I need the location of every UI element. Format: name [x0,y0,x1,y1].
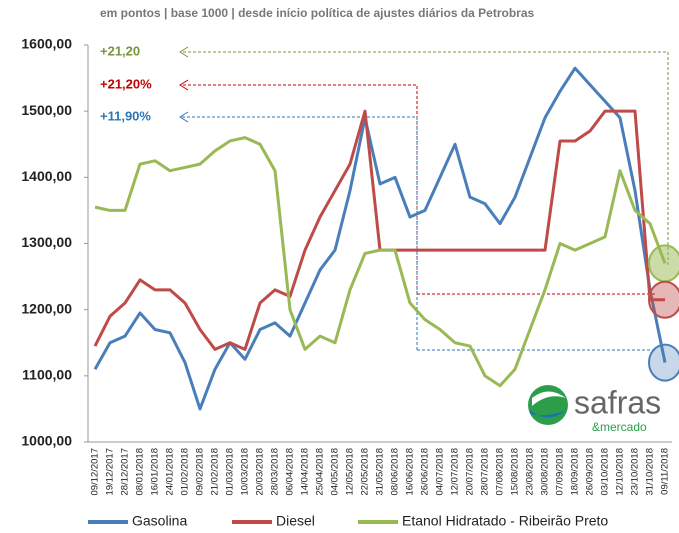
x-tick-label: 09/12/2017 [90,448,101,496]
legend-label: Etanol Hidratado - Ribeirão Preto [402,513,608,529]
x-tick-label: 07/09/2018 [555,448,566,496]
logo-tagline: &mercado [592,420,647,434]
highlight [648,244,679,283]
x-tick-label: 12/05/2018 [345,448,356,496]
x-tick-label: 26/06/2018 [420,448,431,496]
x-tick-label: 09/02/2018 [195,448,206,496]
x-tick-label: 19/12/2017 [105,448,116,496]
arrow-head [179,79,189,91]
x-tick-label: 20/07/2018 [465,448,476,496]
logo-swoosh [532,391,566,406]
x-tick-label: 21/02/2018 [210,448,221,496]
legend-label: Gasolina [132,513,187,529]
annotation: +21,20% [100,76,152,91]
x-tick-label: 18/09/2018 [570,448,581,496]
logo-swoosh [530,410,566,418]
arrow-head [179,46,189,58]
x-tick-label: 28/12/2017 [120,448,131,496]
x-tick-label: 28/07/2018 [480,448,491,496]
x-tick-label: 04/07/2018 [435,448,446,496]
x-tick-label: 03/10/2018 [600,448,611,496]
logo-name: safras [574,384,661,420]
x-tick-label: 12/10/2018 [615,448,626,496]
x-tick-label: 16/06/2018 [405,448,416,496]
x-tick-label: 26/09/2018 [585,448,596,496]
y-tick-label: 1600,00 [21,36,72,52]
x-tick-label: 14/04/2018 [300,448,311,496]
y-tick-label: 1200,00 [21,300,72,316]
x-tick-label: 23/10/2018 [630,448,641,496]
y-tick-label: 1000,00 [21,433,72,449]
x-tick-label: 22/05/2018 [360,448,371,496]
annotation-guides [179,46,669,351]
y-tick-label: 1300,00 [21,234,72,250]
y-tick-label: 1100,00 [22,367,72,383]
x-tick-label: 07/08/2018 [495,448,506,496]
x-tick-label: 12/07/2018 [450,448,461,496]
chart-subtitle: em pontos | base 1000 | desde início pol… [100,6,535,20]
x-tick-label: 10/03/2018 [240,448,251,496]
x-tick-label: 09/11/2018 [660,448,671,495]
x-tick-label: 16/01/2018 [150,448,161,496]
x-tick-label: 01/03/2018 [225,448,236,496]
y-tick-label: 1500,00 [21,102,72,118]
arrow-head [179,111,189,123]
guide [180,51,669,265]
logo: safras &mercado [528,384,661,434]
guide [180,84,655,295]
annotation: +21,20 [100,43,140,58]
x-tick-label: 01/02/2018 [180,448,191,496]
x-tick-label: 28/03/2018 [270,448,281,496]
series-line [93,66,667,411]
x-tick-label: 08/01/2018 [135,448,146,496]
x-tick-label: 20/03/2018 [255,448,266,496]
x-tick-label: 23/08/2018 [525,448,536,496]
series-line [94,136,667,388]
x-tick-label: 15/08/2018 [510,448,521,496]
y-tick-label: 1400,00 [21,168,72,184]
logo-mark [528,385,568,425]
series-line [93,109,665,351]
highlight [648,343,679,382]
x-tick-label: 06/04/2018 [285,448,296,496]
guide [180,116,655,351]
annotation: +11,90% [100,108,151,123]
x-tick-label: 30/08/2018 [540,448,551,496]
highlight [648,280,679,319]
x-tick-label: 24/01/2018 [165,448,176,496]
x-tick-label: 25/04/2018 [315,448,326,496]
x-tick-label: 31/05/2018 [375,448,386,496]
x-tick-label: 04/05/2018 [330,448,341,496]
x-tick-label: 31/10/2018 [645,448,656,496]
legend-label: Diesel [276,513,315,529]
x-tick-label: 08/06/2018 [390,448,401,496]
